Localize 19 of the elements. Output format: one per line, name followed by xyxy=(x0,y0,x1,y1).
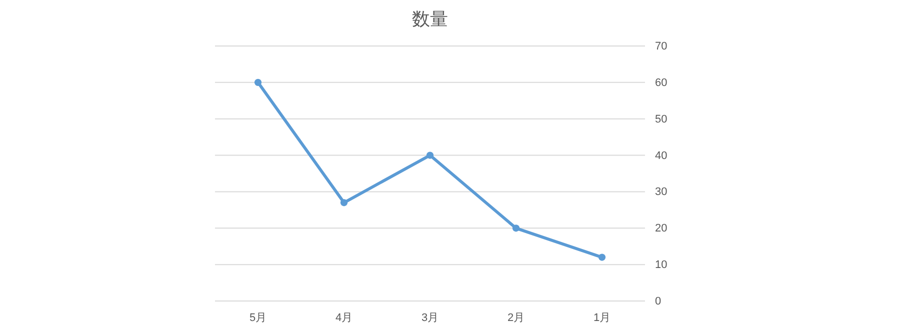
y-tick-label: 50 xyxy=(655,113,668,126)
x-tick-label: 3月 xyxy=(421,312,439,324)
y-tick-label: 60 xyxy=(655,76,668,89)
point xyxy=(426,152,434,159)
y-tick-label: 40 xyxy=(655,150,668,162)
point xyxy=(512,224,520,232)
y-tick-label: 20 xyxy=(655,222,668,235)
x-tick-label: 5月 xyxy=(249,312,267,324)
point xyxy=(340,199,348,206)
point xyxy=(254,78,262,86)
y-tick-label: 0 xyxy=(655,296,662,308)
point xyxy=(598,254,606,261)
x-tick-label: 1月 xyxy=(593,312,611,324)
chart-title: 数量 xyxy=(412,9,448,30)
x-tick-label: 4月 xyxy=(335,312,353,324)
y-tick-label: 10 xyxy=(655,259,668,272)
x-tick-label: 2月 xyxy=(507,312,525,324)
y-tick-label: 70 xyxy=(655,40,668,53)
y-tick-label: 30 xyxy=(655,186,668,198)
